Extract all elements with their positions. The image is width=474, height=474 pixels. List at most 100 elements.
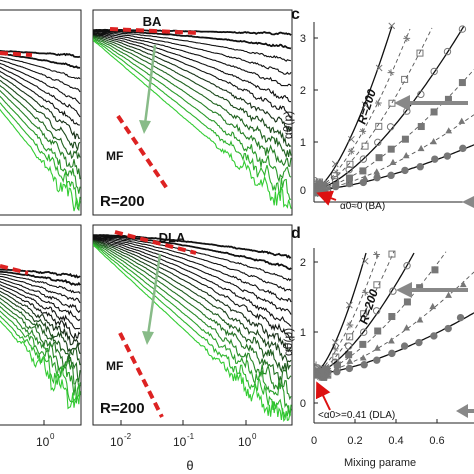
scatter-c-point-4-60 <box>430 67 438 76</box>
curves-tm-series-2 <box>93 29 292 50</box>
d-xtick-1: 0.2 <box>347 435 362 447</box>
scatter-c-point-3-46 <box>401 135 409 143</box>
curves-bm-series-5 <box>93 236 292 303</box>
curves-bl-series-12 <box>0 301 81 383</box>
ba-label: BA <box>143 14 162 29</box>
scatter-d-point-4-39 <box>389 287 397 295</box>
curves-tm-series-10 <box>93 36 292 159</box>
scatter-c-point-4-74 <box>458 25 467 33</box>
scatter-c-point-4-32 <box>374 138 382 147</box>
scatter-d-point-1-53 <box>415 338 423 347</box>
scatter-c-point-5-53 <box>416 49 424 57</box>
scatter-d-point-6-32 <box>373 251 381 258</box>
curves-tm-series-6 <box>93 33 292 103</box>
curves-bl-series-8 <box>0 287 81 340</box>
scatter-d-point-2-74 <box>459 280 467 288</box>
curves-bl-series-13 <box>0 305 81 390</box>
scatter-c-origin-point-20 <box>324 184 332 192</box>
scatter-d <box>314 250 474 381</box>
curves-tl-series-6 <box>0 66 81 118</box>
scatter-c-point-6-32 <box>374 99 382 107</box>
curves-bm-series-4 <box>93 236 292 292</box>
scatter-c-point-2-46 <box>402 152 410 159</box>
scatter-d-point-3-60 <box>431 266 439 274</box>
dla-reference-dash-left <box>0 264 29 275</box>
x-tick-bl-exp: 0 <box>50 432 55 441</box>
scatter-c-point-2-53 <box>417 144 425 152</box>
curves-bl-series-3 <box>0 273 81 294</box>
curves-bm-series-13 <box>93 242 292 401</box>
panel-frame-top-left <box>0 9 82 216</box>
green-arrow-bottom-head <box>142 331 154 345</box>
scatter-c-point-1-53 <box>416 163 424 171</box>
scatter-d-point-4-46 <box>403 261 411 270</box>
curves-bl-series-2 <box>0 270 81 286</box>
c-y-ticks: 0 1 2 3 <box>300 33 318 197</box>
scatter-d-point-2-32 <box>373 344 381 351</box>
scatter-d-fit-3 <box>314 251 447 375</box>
c-gray-arrow <box>394 95 468 111</box>
curves-tl-series-7 <box>0 70 81 126</box>
c-red-arrow <box>316 190 337 206</box>
scatter-c-point-1-39 <box>387 171 395 180</box>
scatter-d-point-2-11 <box>333 366 340 373</box>
d-gray-arrow <box>396 282 468 298</box>
scatter-c-point-6-46 <box>403 34 411 42</box>
scatter-d-point-3-39 <box>388 313 396 321</box>
curves-tm-series-5 <box>93 32 292 87</box>
theta-axis-label: θ <box>186 458 193 473</box>
scatter-d-point-4-11 <box>331 358 339 366</box>
scatter-c-point-6-39 <box>387 69 395 77</box>
c-r200-label: R=200 <box>355 87 379 126</box>
curves-tm-series-14 <box>93 39 292 209</box>
scatter-c-point-7-39 <box>388 22 396 30</box>
panel-frame-bottom-left <box>0 224 82 426</box>
mf-reference-dash-bottom <box>118 332 164 418</box>
d-xtick-2: 0.4 <box>388 435 403 447</box>
d-red-arrow <box>315 381 331 411</box>
curves-bl-series-4 <box>0 275 81 304</box>
d-y-axis-label: αθ(p) <box>281 328 295 356</box>
scatter-c-point-3-60 <box>430 108 438 116</box>
curves-tm-series-3 <box>93 30 292 62</box>
curves-bottom-left <box>0 268 81 410</box>
scatter-d-point-5-25 <box>360 310 368 318</box>
curves-tm-series-4 <box>93 31 292 75</box>
curves-bm-series-1 <box>93 234 292 259</box>
curves-bm-series-6 <box>93 237 292 315</box>
scatter-c-point-2-60 <box>430 138 438 145</box>
curves-tm-series-7 <box>93 34 292 119</box>
mf-reference-dash-top <box>116 114 170 192</box>
d-xtick-0: 0 <box>311 435 317 447</box>
scatter-c-point-4-25 <box>359 155 368 163</box>
x-tick-bl-base: 10 <box>36 435 50 449</box>
scatter-d-fit-7 <box>314 252 367 375</box>
scatter-d-point-3-32 <box>374 327 382 335</box>
curves-bm-series-16 <box>93 244 292 422</box>
scatter-d-point-1-46 <box>400 342 409 350</box>
scatter-c-point-2-67 <box>445 127 453 134</box>
c-alpha0-label: α0≈0 (BA) <box>340 201 385 212</box>
curves-top-middle <box>93 28 292 209</box>
scatter-d-point-2-60 <box>429 302 437 310</box>
scatter-c-point-3-25 <box>359 167 367 175</box>
scatter-c-point-4-18 <box>345 165 353 174</box>
scatter-c-point-7-11 <box>331 160 339 168</box>
scatter-d-point-5-32 <box>373 281 381 289</box>
x-ticks-bottom-middle: 10 -2 10 -1 10 0 <box>110 420 257 449</box>
scatter-d-point-6-25 <box>361 288 369 296</box>
scatter-c-point-5-39 <box>388 99 396 107</box>
green-arrow-top-shaft <box>143 44 157 125</box>
d-gray-arrow-small <box>456 404 474 418</box>
curves-bm-series-9 <box>93 239 292 353</box>
curves-bl-series-14 <box>0 310 81 400</box>
x-tick-bm-2-base: 10 <box>238 435 252 449</box>
panel-letter-c: c <box>291 6 300 23</box>
scatter-c-point-3-18 <box>345 174 353 182</box>
scatter-c-point-1-46 <box>401 166 409 175</box>
scatter-d-point-2-53 <box>416 316 424 323</box>
scatter-d-point-3-25 <box>359 340 367 348</box>
scatter-d-point-2-67 <box>445 291 452 298</box>
scatter-d-point-1-67 <box>444 324 452 333</box>
x-tick-bm-1-exp: -1 <box>187 432 195 441</box>
